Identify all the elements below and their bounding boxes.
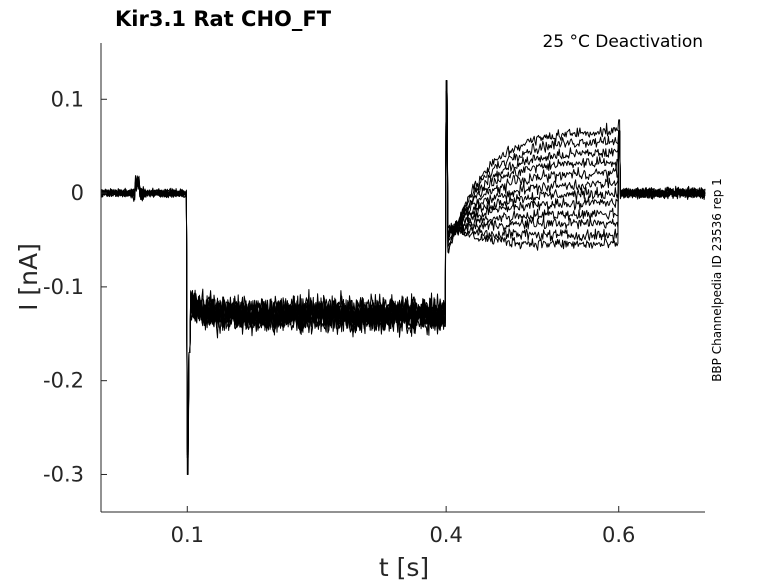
x-tick-label: 0.4 (429, 523, 462, 547)
traces-group (100, 80, 706, 475)
x-tick-label: 0.6 (602, 523, 635, 547)
x-axis-label: t [s] (379, 553, 429, 582)
x-axis-ticks: 0.1 0.4 0.6 (171, 506, 635, 547)
y-tick-label: -0.1 (43, 275, 84, 299)
current-trace-2 (100, 91, 706, 459)
current-trace-4 (100, 91, 706, 453)
current-trace-9 (100, 91, 706, 439)
current-trace-12 (100, 91, 706, 430)
y-axis-ticks: 0.1 0 -0.1 -0.2 -0.3 (43, 87, 107, 486)
y-tick-label: 0.1 (51, 87, 84, 111)
x-tick-label: 0.1 (171, 523, 204, 547)
y-axis-label: I [nA] (14, 243, 43, 311)
current-trace-11 (100, 91, 706, 433)
current-trace-10 (100, 91, 705, 436)
y-tick-label: -0.3 (43, 462, 84, 486)
current-trace-3 (100, 91, 706, 456)
plot-area: 0.1 0 -0.1 -0.2 -0.3 0.1 0.4 0.6 (43, 43, 706, 547)
channelpedia-id-label: BBP Channelpedia ID 23536 rep 1 (710, 178, 724, 382)
condition-annotation: 25 °C Deactivation (542, 32, 703, 52)
current-trace-8 (100, 91, 706, 442)
current-trace-5 (100, 91, 706, 450)
current-trace-7 (100, 91, 706, 444)
y-tick-label: -0.2 (43, 369, 84, 393)
y-tick-label: 0 (71, 181, 84, 205)
current-trace-6 (100, 91, 706, 447)
chart-title: Kir3.1 Rat CHO_FT (115, 7, 332, 31)
